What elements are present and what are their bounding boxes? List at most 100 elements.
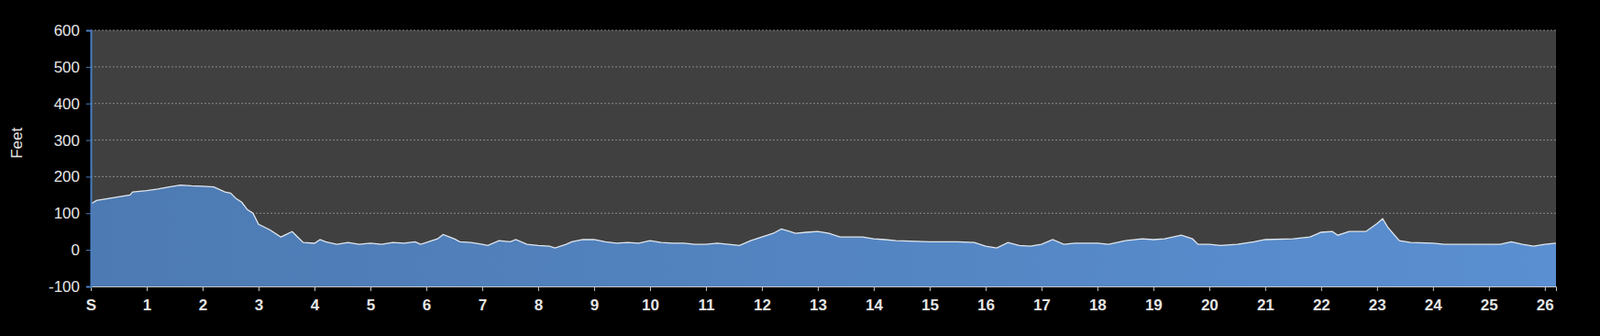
x-tick: 22 bbox=[1313, 286, 1331, 314]
x-tick: 19 bbox=[1145, 286, 1163, 314]
grid-line bbox=[90, 212, 1556, 214]
x-tick-label: 5 bbox=[366, 296, 376, 314]
x-axis: S123456789101112131415161718192021222324… bbox=[86, 286, 1557, 314]
y-tick: 0 bbox=[71, 241, 91, 259]
x-tick-label: 7 bbox=[478, 296, 487, 314]
x-tick-label: 14 bbox=[865, 296, 883, 314]
x-tick-label: 21 bbox=[1257, 296, 1275, 314]
x-tick: 1 bbox=[143, 286, 152, 314]
x-tick-mark bbox=[314, 286, 316, 291]
x-tick-label: 10 bbox=[641, 296, 660, 314]
x-tick-label: 23 bbox=[1368, 296, 1387, 314]
x-tick-mark bbox=[370, 286, 372, 291]
y-tick: -100 bbox=[48, 277, 91, 296]
x-tick: 7 bbox=[478, 286, 487, 314]
y-tick-label: 200 bbox=[54, 167, 80, 186]
y-tick-label: 400 bbox=[54, 95, 80, 113]
x-tick-label: 18 bbox=[1089, 296, 1107, 314]
background bbox=[0, 0, 1600, 336]
x-tick: 11 bbox=[697, 286, 715, 314]
x-tick-mark bbox=[706, 286, 707, 291]
y-tick-mark bbox=[86, 140, 91, 142]
x-tick: 13 bbox=[809, 286, 828, 314]
y-axis-line bbox=[86, 31, 92, 287]
x-tick: 5 bbox=[366, 286, 376, 314]
elevation-area bbox=[90, 185, 1556, 287]
x-tick-label: 3 bbox=[254, 296, 264, 314]
x-tick-label: 1 bbox=[143, 296, 152, 314]
x-tick-mark bbox=[1265, 286, 1267, 291]
x-tick: 10 bbox=[641, 286, 660, 314]
grid bbox=[90, 30, 1556, 287]
x-tick-mark bbox=[482, 286, 484, 291]
y-tick: 200 bbox=[54, 167, 91, 186]
y-tick: 100 bbox=[54, 204, 91, 222]
x-tick-mark bbox=[1433, 286, 1435, 291]
x-tick-mark bbox=[761, 286, 763, 291]
x-tick-label: 24 bbox=[1424, 296, 1443, 314]
x-tick-label: 20 bbox=[1201, 296, 1219, 314]
x-tick: 21 bbox=[1257, 286, 1275, 314]
x-tick: 17 bbox=[1033, 286, 1051, 314]
x-tick-mark bbox=[929, 286, 931, 291]
x-tick: 23 bbox=[1368, 286, 1387, 314]
x-axis-line bbox=[91, 286, 1557, 292]
y-tick-label: -100 bbox=[48, 277, 80, 296]
x-tick-mark bbox=[426, 286, 428, 291]
x-tick-mark bbox=[202, 286, 204, 291]
x-tick-label: 22 bbox=[1313, 296, 1331, 314]
x-tick-label: 11 bbox=[697, 296, 715, 314]
x-tick: 20 bbox=[1201, 286, 1219, 314]
x-tick: S bbox=[86, 286, 97, 314]
x-tick-mark bbox=[1153, 286, 1155, 291]
x-tick: 12 bbox=[753, 286, 772, 314]
y-tick-mark bbox=[86, 30, 91, 32]
x-tick-label: 9 bbox=[590, 296, 599, 314]
x-tick-label: 12 bbox=[753, 296, 772, 314]
x-tick: 24 bbox=[1424, 286, 1443, 314]
x-tick-label: 2 bbox=[198, 296, 208, 314]
x-tick-label: 17 bbox=[1033, 296, 1051, 314]
x-tick: 3 bbox=[254, 286, 264, 314]
y-tick-label: 0 bbox=[71, 241, 80, 259]
x-tick: 4 bbox=[310, 286, 320, 314]
x-tick-label: 26 bbox=[1536, 296, 1555, 314]
y-axis-title: Feet bbox=[8, 126, 26, 158]
y-tick-mark bbox=[86, 212, 91, 214]
x-tick-mark bbox=[873, 286, 875, 291]
x-tick-label: 19 bbox=[1145, 296, 1163, 314]
data-group bbox=[90, 185, 1556, 287]
x-tick-mark bbox=[146, 286, 148, 291]
y-tick-label: 500 bbox=[54, 58, 80, 77]
x-tick: 2 bbox=[198, 286, 208, 314]
x-tick-label: 13 bbox=[809, 296, 828, 314]
y-tick-mark bbox=[86, 249, 91, 251]
x-tick-mark bbox=[1377, 286, 1379, 291]
x-tick: 26 bbox=[1536, 286, 1555, 314]
grid-line bbox=[90, 66, 1556, 67]
y-tick-mark bbox=[86, 66, 91, 68]
y-tick: 400 bbox=[54, 95, 91, 113]
y-tick: 300 bbox=[54, 132, 91, 150]
x-tick-mark bbox=[1041, 286, 1043, 291]
x-tick-mark bbox=[258, 286, 260, 291]
x-tick-label: 16 bbox=[977, 296, 995, 314]
x-tick-mark bbox=[1544, 286, 1546, 291]
x-tick-mark bbox=[650, 286, 652, 291]
elevation-line bbox=[90, 185, 1556, 249]
x-tick-mark bbox=[1097, 286, 1099, 291]
x-tick: 14 bbox=[865, 286, 883, 314]
grid-line bbox=[90, 176, 1556, 177]
y-axis: -100 0 100 200 300 400 500 600 bbox=[48, 22, 92, 296]
x-tick-mark bbox=[1321, 286, 1323, 291]
grid-line bbox=[90, 30, 1556, 32]
x-tick-mark bbox=[985, 286, 987, 291]
x-tick-mark bbox=[1489, 286, 1490, 291]
y-tick: 600 bbox=[54, 22, 91, 40]
x-tick-mark bbox=[817, 286, 819, 291]
plot-background bbox=[90, 30, 1556, 287]
x-tick: 15 bbox=[921, 286, 939, 314]
y-tick-mark bbox=[86, 176, 91, 177]
x-tick-label: 8 bbox=[534, 296, 543, 314]
y-tick-label: 600 bbox=[54, 22, 80, 40]
